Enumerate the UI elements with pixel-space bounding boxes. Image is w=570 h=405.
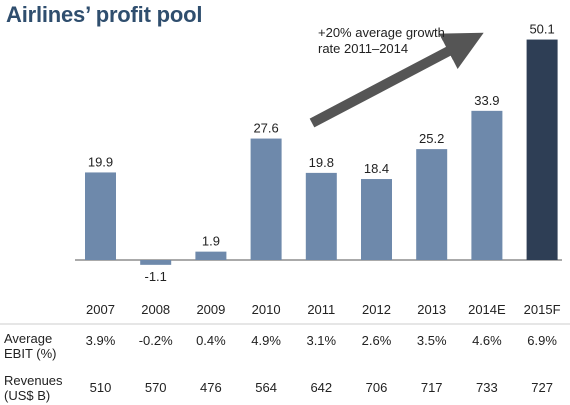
bar-2009: [195, 251, 227, 260]
bar-2010: [250, 138, 282, 260]
growth-annotation-line2: rate 2011–2014: [318, 41, 408, 56]
row-label-1-1: (US$ B): [4, 388, 50, 403]
growth-arrow: [309, 32, 484, 128]
value-label-2009: 1.9: [202, 234, 220, 249]
row-value-0-2015F: 6.9%: [527, 333, 557, 348]
row-value-0-2011: 3.1%: [306, 333, 336, 348]
row-value-1-2013: 717: [421, 380, 443, 395]
value-label-2011: 19.8: [309, 155, 334, 170]
row-label-0-1: EBIT (%): [4, 346, 57, 361]
row-value-0-2012: 2.6%: [362, 333, 392, 348]
row-value-1-2012: 706: [366, 380, 388, 395]
x-tick-2009: 2009: [196, 302, 225, 317]
value-label-2014E: 33.9: [474, 93, 499, 108]
row-value-1-2009: 476: [200, 380, 222, 395]
row-value-1-2015F: 727: [531, 380, 553, 395]
value-label-2012: 18.4: [364, 161, 389, 176]
x-tick-2007: 2007: [86, 302, 115, 317]
row-value-1-2014E: 733: [476, 380, 498, 395]
value-label-2013: 25.2: [419, 131, 444, 146]
bar-2014E: [471, 110, 503, 260]
row-value-0-2013: 3.5%: [417, 333, 447, 348]
value-label-2015F: 50.1: [529, 22, 554, 37]
x-tick-2014E: 2014E: [468, 302, 506, 317]
value-label-2010: 27.6: [253, 121, 278, 136]
row-value-1-2011: 642: [310, 380, 332, 395]
row-value-0-2010: 4.9%: [251, 333, 281, 348]
x-tick-2008: 2008: [141, 302, 170, 317]
row-label-0-0: Average: [4, 331, 52, 346]
bar-2012: [361, 179, 392, 260]
growth-annotation-line1: +20% average growth: [318, 25, 445, 40]
bar-2007: [85, 172, 116, 260]
bar-2008: [140, 260, 172, 265]
bar-2011: [305, 172, 337, 260]
chart-title: Airlines’ profit pool: [6, 2, 203, 27]
row-value-0-2009: 0.4%: [196, 333, 226, 348]
row-value-0-2008: -0.2%: [139, 333, 173, 348]
bar-2013: [416, 149, 448, 260]
x-tick-2012: 2012: [362, 302, 391, 317]
x-tick-2010: 2010: [252, 302, 281, 317]
bar-2015F: [526, 39, 558, 261]
row-value-1-2008: 570: [145, 380, 167, 395]
value-label-2008: -1.1: [144, 269, 166, 284]
x-tick-2013: 2013: [417, 302, 446, 317]
row-value-1-2010: 564: [255, 380, 277, 395]
row-value-0-2014E: 4.6%: [472, 333, 502, 348]
x-tick-2015F: 2015F: [524, 302, 561, 317]
row-value-0-2007: 3.9%: [86, 333, 116, 348]
x-tick-2011: 2011: [307, 302, 335, 317]
row-value-1-2007: 510: [90, 380, 112, 395]
value-label-2007: 19.9: [88, 154, 113, 169]
row-label-1-0: Revenues: [4, 373, 63, 388]
